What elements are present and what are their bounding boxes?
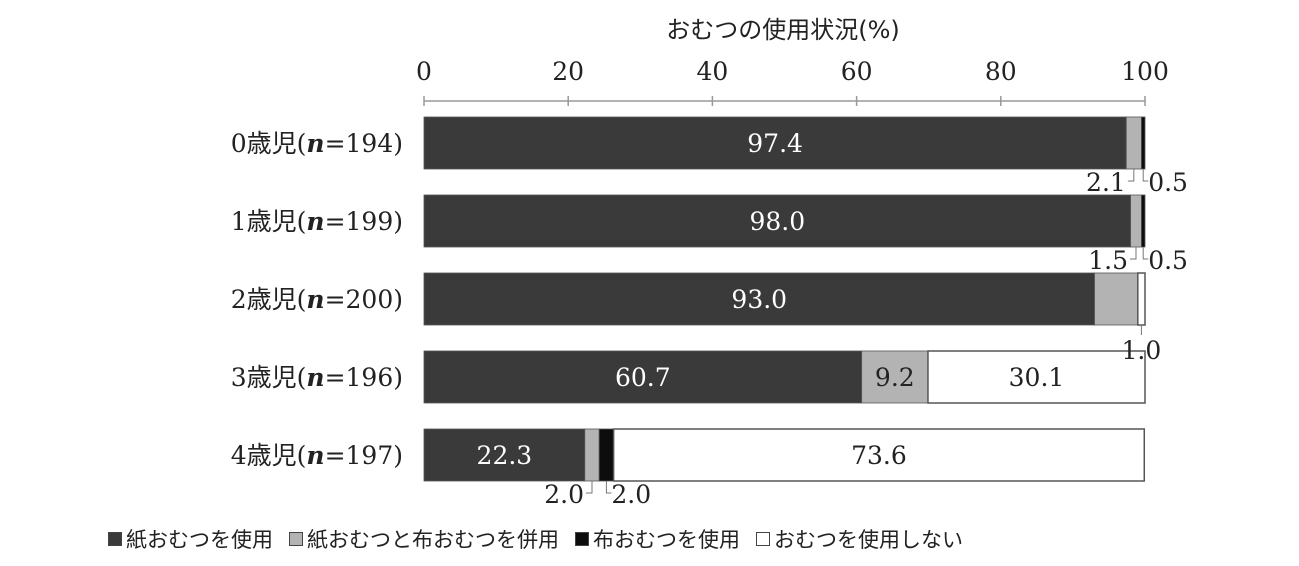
legend-swatch	[575, 532, 589, 546]
bar-segment	[1125, 116, 1142, 170]
legend-label: 紙おむつを使用	[126, 528, 273, 552]
outside-labels: 2.1 0.5 1.5 0.5 1.0 2.0 2.0	[544, 168, 1188, 509]
chart: おむつの使用状況(%) 0 20 40 60 80 100 0歳児(n=194) 1歳児(n…	[231, 16, 1188, 509]
legend-item: 紙おむつを使用	[108, 524, 273, 554]
x-tick-label: 20	[552, 57, 584, 86]
x-tick-label: 0	[416, 57, 432, 86]
leader-line	[585, 481, 593, 494]
outside-data-label: 0.5	[1148, 168, 1188, 197]
leader-line	[1127, 169, 1135, 182]
outside-data-label: 1.5	[1088, 246, 1128, 275]
leader-line	[605, 481, 612, 494]
leader-line	[1142, 169, 1149, 182]
data-label: 98.0	[749, 207, 805, 236]
legend-item: 布おむつを使用	[575, 524, 740, 554]
category-label: 3歳児(n=196)	[231, 363, 403, 392]
legend-label: おむつを使用しない	[774, 528, 963, 552]
outside-data-label: 2.0	[544, 480, 584, 509]
bars: 97.4 98.0 93.0 60.7 9.2 30.1 22.3 73.6	[423, 116, 1146, 482]
legend-label: 布おむつを使用	[593, 528, 740, 552]
legend-label: 紙おむつと布おむつを併用	[307, 528, 559, 552]
x-tick-label: 80	[985, 57, 1017, 86]
bar-segment	[598, 428, 615, 482]
outside-data-label: 0.5	[1148, 246, 1188, 275]
bar-segment	[1094, 272, 1139, 326]
bar-segment	[423, 116, 1127, 170]
outside-data-label: 1.0	[1122, 336, 1162, 365]
data-label: 93.0	[731, 285, 787, 314]
chart-title: おむつの使用状況(%)	[666, 16, 900, 44]
data-label: 60.7	[615, 363, 671, 392]
bar-segment	[612, 428, 1146, 482]
data-label: 22.3	[477, 441, 533, 470]
data-label: 97.4	[747, 129, 803, 158]
legend-swatch	[108, 532, 122, 546]
bar-segment	[927, 350, 1146, 404]
legend: 紙おむつを使用 紙おむつと布おむつを併用 布おむつを使用 おむつを使用しない	[108, 524, 979, 554]
x-axis: 0 20 40 60 80 100	[416, 57, 1169, 106]
x-tick-label: 60	[841, 57, 873, 86]
category-label: 2歳児(n=200)	[231, 285, 403, 314]
x-tick-label: 100	[1121, 57, 1169, 86]
outside-data-label: 2.0	[611, 480, 651, 509]
data-label: 73.6	[851, 441, 907, 470]
bar-segment	[423, 272, 1095, 326]
category-label: 4歳児(n=197)	[231, 441, 403, 470]
leader-line	[1129, 247, 1137, 260]
data-label: 9.2	[875, 363, 915, 392]
category-label: 0歳児(n=194)	[231, 129, 403, 158]
bar-segment	[1140, 116, 1146, 170]
data-label: 30.1	[1009, 363, 1065, 392]
legend-swatch	[756, 532, 770, 546]
legend-item: おむつを使用しない	[756, 524, 963, 554]
outside-data-label: 2.1	[1086, 168, 1126, 197]
bar-segment	[584, 428, 600, 482]
category-label: 1歳児(n=199)	[231, 207, 403, 236]
legend-swatch	[289, 532, 303, 546]
bar-segment	[1140, 194, 1146, 248]
leader-line	[1142, 247, 1149, 260]
bar-segment	[1137, 272, 1146, 326]
bar-segment	[423, 194, 1131, 248]
legend-item: 紙おむつと布おむつを併用	[289, 524, 559, 554]
x-tick-label: 40	[696, 57, 728, 86]
bar-segment	[861, 350, 929, 404]
bar-segment	[1130, 194, 1142, 248]
category-labels: 0歳児(n=194) 1歳児(n=199) 2歳児(n=200) 3歳児(n=196)…	[231, 129, 403, 470]
bar-segment	[423, 350, 863, 404]
